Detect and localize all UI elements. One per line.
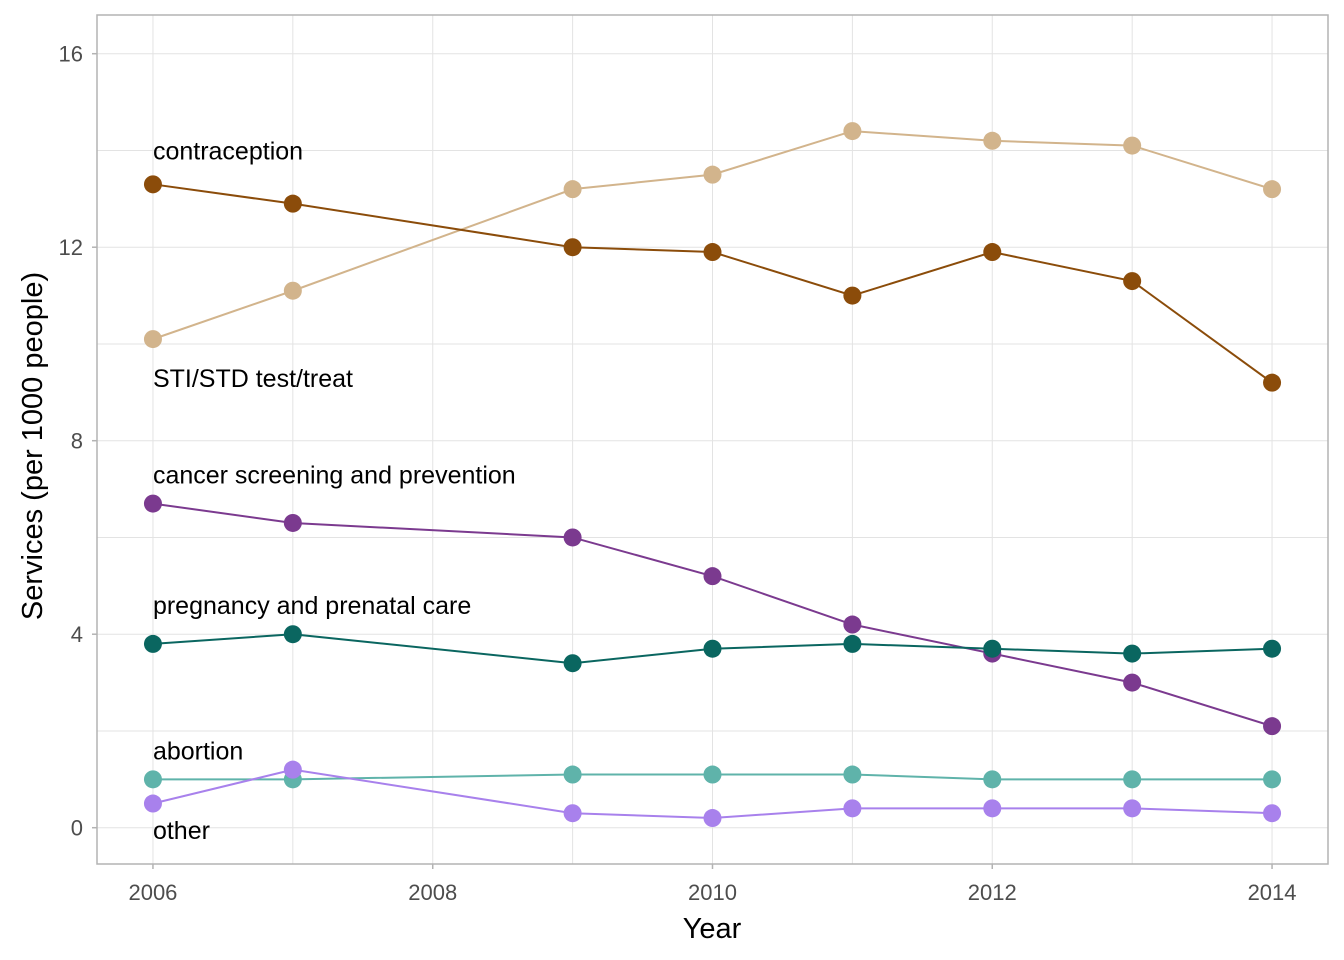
data-point-contraception: [143, 330, 162, 349]
series-line-other: [152, 768, 1273, 820]
data-point-sti-std-test-treat: [143, 175, 162, 194]
series-line-pregnancy-and-prenatal-care: [152, 633, 1273, 665]
data-point-other: [983, 799, 1002, 818]
series-line-abortion: [152, 773, 1273, 781]
data-point-cancer-screening-and-prevention: [563, 528, 582, 547]
data-point-cancer-screening-and-prevention: [283, 513, 302, 532]
x-tick-label: 2012: [968, 880, 1017, 905]
series-labels: contraception STI/STD test/treat cancer sc…: [153, 137, 516, 845]
data-point-other: [143, 794, 162, 813]
data-point-other: [1263, 804, 1282, 823]
y-tick-label: 0: [71, 816, 83, 841]
data-point-other: [283, 760, 302, 779]
data-point-pregnancy-and-prenatal-care: [1123, 644, 1142, 663]
data-point-abortion: [703, 765, 722, 784]
data-point-contraception: [983, 131, 1002, 150]
data-point-cancer-screening-and-prevention: [1123, 673, 1142, 692]
data-point-contraception: [703, 165, 722, 184]
data-point-pregnancy-and-prenatal-care: [1263, 639, 1282, 658]
data-point-abortion: [143, 770, 162, 789]
data-point-pregnancy-and-prenatal-care: [843, 634, 862, 653]
series-points: [143, 122, 1282, 828]
y-tick-label: 12: [59, 235, 83, 260]
data-point-other: [563, 804, 582, 823]
data-point-sti-std-test-treat: [1123, 272, 1142, 291]
series-label-cancer-screening-and-prevention: cancer screening and prevention: [153, 462, 516, 490]
y-tick-label: 8: [71, 429, 83, 454]
data-point-sti-std-test-treat: [983, 243, 1002, 262]
data-point-pregnancy-and-prenatal-care: [563, 654, 582, 673]
data-point-contraception: [1263, 180, 1282, 199]
y-tick-label: 16: [59, 42, 83, 67]
data-point-other: [1123, 799, 1142, 818]
data-point-sti-std-test-treat: [283, 194, 302, 213]
series-line-contraception: [152, 130, 1273, 341]
series-label-contraception: contraception: [153, 137, 303, 165]
series-label-sti-std-test-treat: STI/STD test/treat: [153, 365, 353, 393]
data-point-contraception: [1123, 136, 1142, 155]
data-point-cancer-screening-and-prevention: [843, 615, 862, 634]
data-point-other: [843, 799, 862, 818]
data-point-abortion: [1263, 770, 1282, 789]
y-axis-ticks: 0 4 8 12 16: [59, 42, 97, 841]
y-tick-label: 4: [71, 622, 83, 647]
data-point-pregnancy-and-prenatal-care: [283, 625, 302, 644]
data-point-sti-std-test-treat: [843, 286, 862, 305]
data-point-abortion: [563, 765, 582, 784]
data-point-pregnancy-and-prenatal-care: [143, 634, 162, 653]
series-line-sti-std-test-treat: [152, 183, 1273, 384]
x-tick-label: 2008: [408, 880, 457, 905]
data-point-abortion: [983, 770, 1002, 789]
data-point-pregnancy-and-prenatal-care: [703, 639, 722, 658]
x-tick-label: 2010: [688, 880, 737, 905]
series-label-other: other: [153, 817, 210, 845]
data-point-sti-std-test-treat: [563, 238, 582, 257]
data-point-cancer-screening-and-prevention: [143, 494, 162, 513]
data-point-cancer-screening-and-prevention: [703, 567, 722, 586]
series-label-abortion: abortion: [153, 737, 243, 765]
data-point-cancer-screening-and-prevention: [1263, 717, 1282, 736]
data-point-pregnancy-and-prenatal-care: [983, 639, 1002, 658]
data-point-abortion: [1123, 770, 1142, 789]
data-point-sti-std-test-treat: [1263, 373, 1282, 392]
series-line-cancer-screening-and-prevention: [152, 502, 1273, 728]
x-axis-title: Year: [683, 913, 742, 945]
x-axis-ticks: 2006 2008 2010 2012 2014: [128, 864, 1297, 905]
data-point-contraception: [843, 122, 862, 141]
y-axis-title: Services (per 1000 people): [17, 272, 49, 620]
x-tick-label: 2014: [1248, 880, 1297, 905]
data-point-sti-std-test-treat: [703, 243, 722, 262]
series-label-pregnancy-and-prenatal-care: pregnancy and prenatal care: [153, 592, 471, 620]
data-point-contraception: [283, 281, 302, 300]
series-lines: [152, 130, 1273, 820]
data-point-abortion: [843, 765, 862, 784]
x-tick-label: 2006: [128, 880, 177, 905]
data-point-other: [703, 809, 722, 828]
data-point-contraception: [563, 180, 582, 199]
